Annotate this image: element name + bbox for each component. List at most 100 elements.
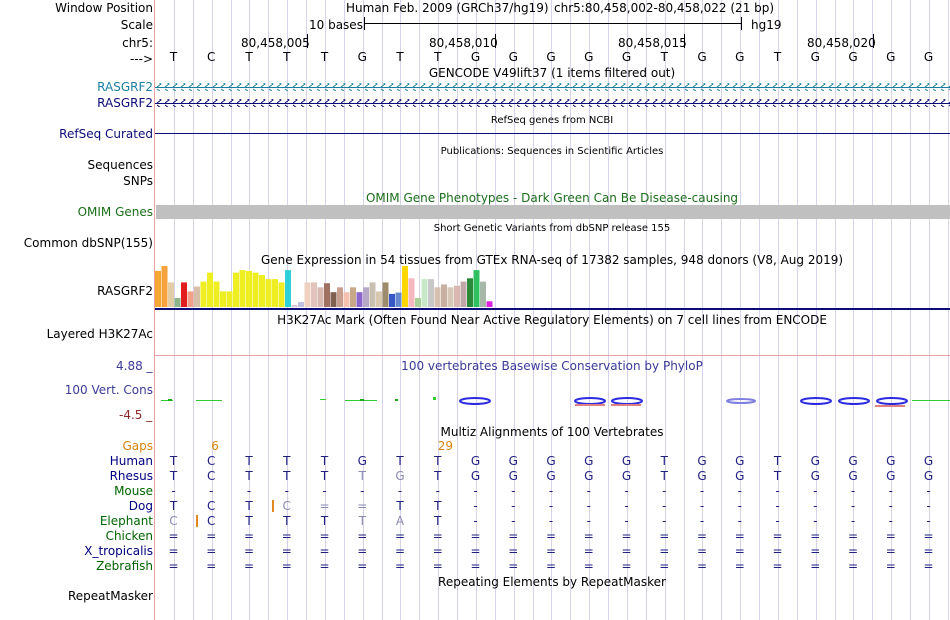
phylop-glyph [800, 397, 832, 405]
gtex-tissue-bar[interactable] [402, 266, 408, 307]
gtex-tissue-bar[interactable] [226, 291, 233, 307]
alignment-base: = [847, 559, 859, 573]
gtex-tissue-bar[interactable] [311, 282, 317, 307]
gtex-tissue-bar[interactable] [187, 291, 194, 307]
gtex-tissue-bar[interactable] [278, 282, 285, 307]
species-label[interactable]: Chicken [105, 529, 153, 543]
omim-feature-bar[interactable] [156, 205, 950, 219]
gtex-tissue-bar[interactable] [233, 272, 239, 307]
gtex-tissue-bar[interactable] [350, 287, 356, 307]
species-label[interactable]: Mouse [114, 484, 153, 498]
gtex-tissue-bar[interactable] [252, 272, 259, 307]
species-label[interactable]: X_tropicalis [84, 544, 153, 558]
gtex-tissue-bar[interactable] [304, 282, 311, 307]
gtex-tissue-bar[interactable] [337, 287, 343, 307]
gtex-tissue-bar[interactable] [155, 270, 161, 307]
species-label[interactable]: Dog [128, 499, 153, 513]
alignment-base: - [586, 514, 591, 528]
gtex-tissue-bar[interactable] [194, 286, 200, 308]
gtex-tissue-bar[interactable] [480, 281, 486, 307]
gtex-tissue-bar[interactable] [239, 270, 246, 307]
alignment-base: = [243, 544, 255, 558]
alignment-base: G [735, 469, 745, 483]
gtex-tissue-bar[interactable] [220, 291, 226, 307]
publications-snps-label[interactable]: SNPs [123, 174, 153, 188]
grid-line [797, 0, 798, 620]
alignment-base: G [546, 454, 556, 468]
gtex-tissue-bar[interactable] [486, 301, 493, 307]
gtex-tissue-bar[interactable] [460, 281, 467, 307]
gtex-tissue-bar[interactable] [389, 293, 395, 307]
gtex-tissue-bar[interactable] [213, 281, 220, 307]
gtex-tissue-bar[interactable] [434, 287, 441, 307]
gtex-tissue-bar[interactable] [382, 282, 389, 307]
gtex-tissue-bar[interactable] [408, 278, 415, 307]
gtex-tissue-bar[interactable] [441, 284, 447, 307]
alignment-base: - [624, 499, 629, 513]
alignment-base: = [281, 544, 292, 558]
grid-line [231, 0, 232, 620]
alignment-base: = [659, 544, 670, 558]
gtex-tissue-bar[interactable] [447, 287, 454, 307]
gtex-tissue-bar[interactable] [356, 292, 363, 307]
gtex-tissue-bar[interactable] [265, 279, 272, 307]
phylop-track-label[interactable]: 100 Vert. Cons [64, 383, 153, 397]
refseq-gene-line[interactable] [155, 133, 950, 134]
gencode-item-label[interactable]: RASGRF2 [97, 96, 153, 110]
gtex-tissue-bar[interactable] [376, 291, 382, 307]
gtex-tissue-bar[interactable] [174, 298, 181, 307]
phylop-bar [360, 399, 364, 401]
gtex-tissue-bar[interactable] [259, 275, 265, 307]
alignment-base: T [320, 514, 329, 528]
gtex-tissue-bar[interactable] [285, 270, 291, 307]
phylop-conservation-plot[interactable] [155, 392, 950, 408]
gaps-label[interactable]: Gaps [122, 439, 153, 453]
gtex-tissue-bar[interactable] [161, 266, 168, 307]
phylop-glyph [726, 398, 756, 404]
gtex-expression-chart[interactable] [155, 266, 555, 308]
gtex-tissue-bar[interactable] [343, 292, 350, 307]
publications-sequences-label[interactable]: Sequences [87, 158, 153, 172]
gtex-tissue-bar[interactable] [298, 302, 304, 307]
gtex-tissue-bar[interactable] [207, 272, 213, 307]
gencode-gene-features[interactable] [155, 80, 950, 110]
alignment-base: = [696, 529, 708, 543]
alignment-base: = [659, 559, 670, 573]
species-label[interactable]: Zebrafish [96, 559, 153, 573]
gtex-tissue-bar[interactable] [272, 279, 278, 307]
gtex-tissue-bar[interactable] [291, 305, 298, 308]
gtex-tissue-bar[interactable] [246, 270, 252, 307]
omim-track-label[interactable]: OMIM Genes [77, 205, 153, 219]
phylop-glyph [611, 397, 643, 405]
alignment-base: - [775, 499, 780, 513]
species-label[interactable]: Human [109, 454, 153, 468]
h3k27ac-track-label[interactable]: Layered H3K27Ac [46, 327, 153, 341]
gtex-tissue-bar[interactable] [467, 278, 473, 307]
strand-chevrons [155, 99, 950, 107]
gtex-gene-label[interactable]: RASGRF2 [97, 284, 153, 298]
gtex-tissue-bar[interactable] [324, 283, 330, 307]
gtex-tissue-bar[interactable] [473, 270, 480, 307]
gtex-tissue-bar[interactable] [369, 282, 376, 307]
gtex-tissue-bar[interactable] [317, 287, 324, 307]
gencode-item-label[interactable]: RASGRF2 [97, 80, 153, 94]
gtex-tissue-bar[interactable] [415, 298, 421, 307]
dbsnp-track-label[interactable]: Common dbSNP(155) [23, 236, 153, 250]
gtex-tissue-bar[interactable] [181, 282, 187, 307]
gtex-tissue-bar[interactable] [330, 292, 337, 307]
grid-line [514, 0, 515, 620]
gtex-tissue-bar[interactable] [454, 285, 460, 307]
h3k27ac-track-title: H3K27Ac Mark (Often Found Near Active Re… [277, 313, 827, 327]
gtex-tissue-bar[interactable] [421, 279, 428, 307]
repeatmasker-track-label[interactable]: RepeatMasker [67, 589, 153, 603]
gtex-tissue-bar[interactable] [428, 279, 434, 307]
gtex-tissue-bar[interactable] [363, 287, 369, 307]
species-label[interactable]: Rhesus [109, 469, 153, 483]
refseq-track-label[interactable]: RefSeq Curated [59, 127, 153, 141]
gtex-tissue-bar[interactable] [168, 282, 174, 307]
alignment-base: = [206, 544, 217, 558]
gtex-tissue-bar[interactable] [395, 292, 402, 307]
species-label[interactable]: Elephant [99, 514, 153, 528]
gtex-tissue-bar[interactable] [200, 281, 207, 307]
